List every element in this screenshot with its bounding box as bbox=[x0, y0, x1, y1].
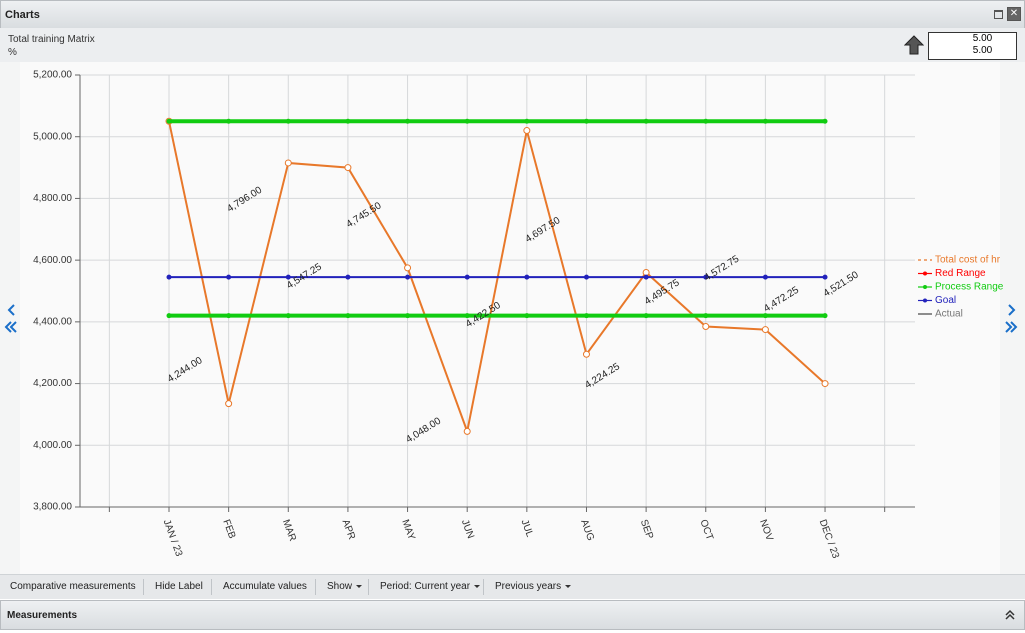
data-point bbox=[464, 118, 470, 124]
data-point bbox=[524, 274, 530, 280]
data-point bbox=[822, 118, 828, 124]
prev-arrow[interactable] bbox=[7, 304, 15, 316]
toolbar-button[interactable]: Hide Label bbox=[155, 581, 203, 592]
data-point bbox=[345, 274, 351, 280]
y-tick-label: 4,600.00 bbox=[33, 255, 72, 266]
next-arrow[interactable] bbox=[1008, 304, 1016, 316]
data-point bbox=[285, 118, 291, 124]
data-point bbox=[405, 118, 411, 124]
data-point bbox=[404, 264, 412, 272]
legend-dot bbox=[923, 271, 927, 276]
data-point bbox=[225, 400, 233, 408]
restore-button[interactable] bbox=[994, 10, 1003, 19]
y-tick-label: 4,400.00 bbox=[33, 316, 72, 327]
legend-dot bbox=[923, 285, 927, 289]
data-point bbox=[226, 274, 232, 280]
data-point bbox=[762, 274, 768, 280]
button-label: Previous years bbox=[495, 581, 562, 592]
data-point bbox=[821, 380, 829, 388]
y-tick-label: 4,000.00 bbox=[33, 440, 72, 451]
up-arrow-icon[interactable] bbox=[904, 35, 924, 55]
data-point bbox=[703, 118, 709, 124]
info-bar: Total training Matrix % 5.00 5.00 bbox=[0, 28, 1025, 62]
data-point bbox=[284, 159, 292, 167]
data-point bbox=[464, 313, 470, 319]
legend-label: Goal bbox=[935, 295, 956, 306]
matrix-title: Total training Matrix bbox=[8, 34, 95, 45]
toolbar: Comparative measurements Hide Label Accu… bbox=[0, 574, 1025, 599]
data-point bbox=[166, 274, 172, 280]
series-line bbox=[168, 121, 826, 436]
legend-label: Process Range bbox=[935, 282, 1004, 293]
legend-label: Red Range bbox=[935, 268, 986, 279]
y-tick-label: 4,200.00 bbox=[33, 378, 72, 389]
data-point bbox=[226, 118, 232, 124]
measurements-header: Measurements bbox=[0, 600, 1025, 630]
toolbar-button[interactable]: Accumulate values bbox=[223, 581, 307, 592]
data-point bbox=[524, 313, 530, 319]
y-tick-label: 5,000.00 bbox=[33, 131, 72, 142]
data-point bbox=[226, 313, 232, 319]
data-point bbox=[702, 322, 710, 330]
data-point bbox=[344, 164, 352, 172]
data-point bbox=[405, 274, 411, 280]
plot-background bbox=[20, 62, 1000, 574]
data-point bbox=[583, 274, 589, 280]
toolbar-button[interactable]: Show bbox=[327, 581, 363, 592]
data-point bbox=[643, 313, 649, 319]
data-point bbox=[463, 427, 471, 435]
data-point bbox=[822, 274, 828, 280]
data-point bbox=[703, 274, 709, 280]
first-arrow[interactable] bbox=[4, 321, 17, 333]
data-point bbox=[822, 313, 828, 319]
data-point bbox=[405, 313, 411, 319]
button-label: Show bbox=[327, 581, 353, 592]
data-point bbox=[703, 313, 709, 319]
data-point bbox=[643, 274, 649, 280]
data-point bbox=[524, 118, 530, 124]
data-point bbox=[166, 118, 172, 124]
data-point bbox=[345, 313, 351, 319]
data-point bbox=[464, 274, 470, 280]
legend-dot bbox=[923, 298, 927, 303]
value: 5.00 bbox=[972, 45, 993, 56]
data-point bbox=[583, 313, 589, 319]
data-point bbox=[643, 118, 649, 124]
close-button[interactable]: ✕ bbox=[1007, 7, 1021, 21]
data-point bbox=[582, 350, 590, 358]
toolbar-button[interactable]: Period: Current year bbox=[380, 581, 481, 592]
data-point bbox=[285, 313, 291, 319]
data-point bbox=[762, 313, 768, 319]
data-point bbox=[523, 127, 531, 135]
collapse-icon[interactable] bbox=[1004, 609, 1016, 621]
y-tick-label: 5,200.00 bbox=[33, 70, 72, 81]
data-point bbox=[761, 326, 769, 334]
value: 5.00 bbox=[972, 33, 993, 44]
data-point bbox=[642, 268, 650, 276]
button-label: Period: Current year bbox=[380, 581, 471, 592]
last-arrow[interactable] bbox=[1005, 321, 1018, 333]
data-point bbox=[345, 118, 351, 124]
y-tick-label: 4,800.00 bbox=[33, 193, 72, 204]
data-point bbox=[285, 274, 291, 280]
data-point bbox=[166, 313, 172, 319]
toolbar-button[interactable]: Previous years bbox=[495, 581, 572, 592]
y-tick-label: 3,800.00 bbox=[33, 502, 72, 513]
legend-label: Total cost of hr bbox=[935, 255, 1001, 266]
value-box: 5.00 5.00 bbox=[928, 32, 1017, 60]
toolbar-button[interactable]: Comparative measurements bbox=[10, 581, 136, 592]
data-point bbox=[762, 118, 768, 124]
unit: % bbox=[8, 47, 17, 58]
chart: 3,800.00 4,000.00 4,200.00 4,400.00 4,600.00… bbox=[0, 62, 1025, 574]
panel-title: Charts bbox=[5, 9, 40, 21]
section-title: Measurements bbox=[7, 610, 78, 621]
panel-header: Charts ✕ bbox=[0, 0, 1025, 29]
legend-label: Actual bbox=[935, 309, 963, 320]
data-point bbox=[583, 118, 589, 124]
